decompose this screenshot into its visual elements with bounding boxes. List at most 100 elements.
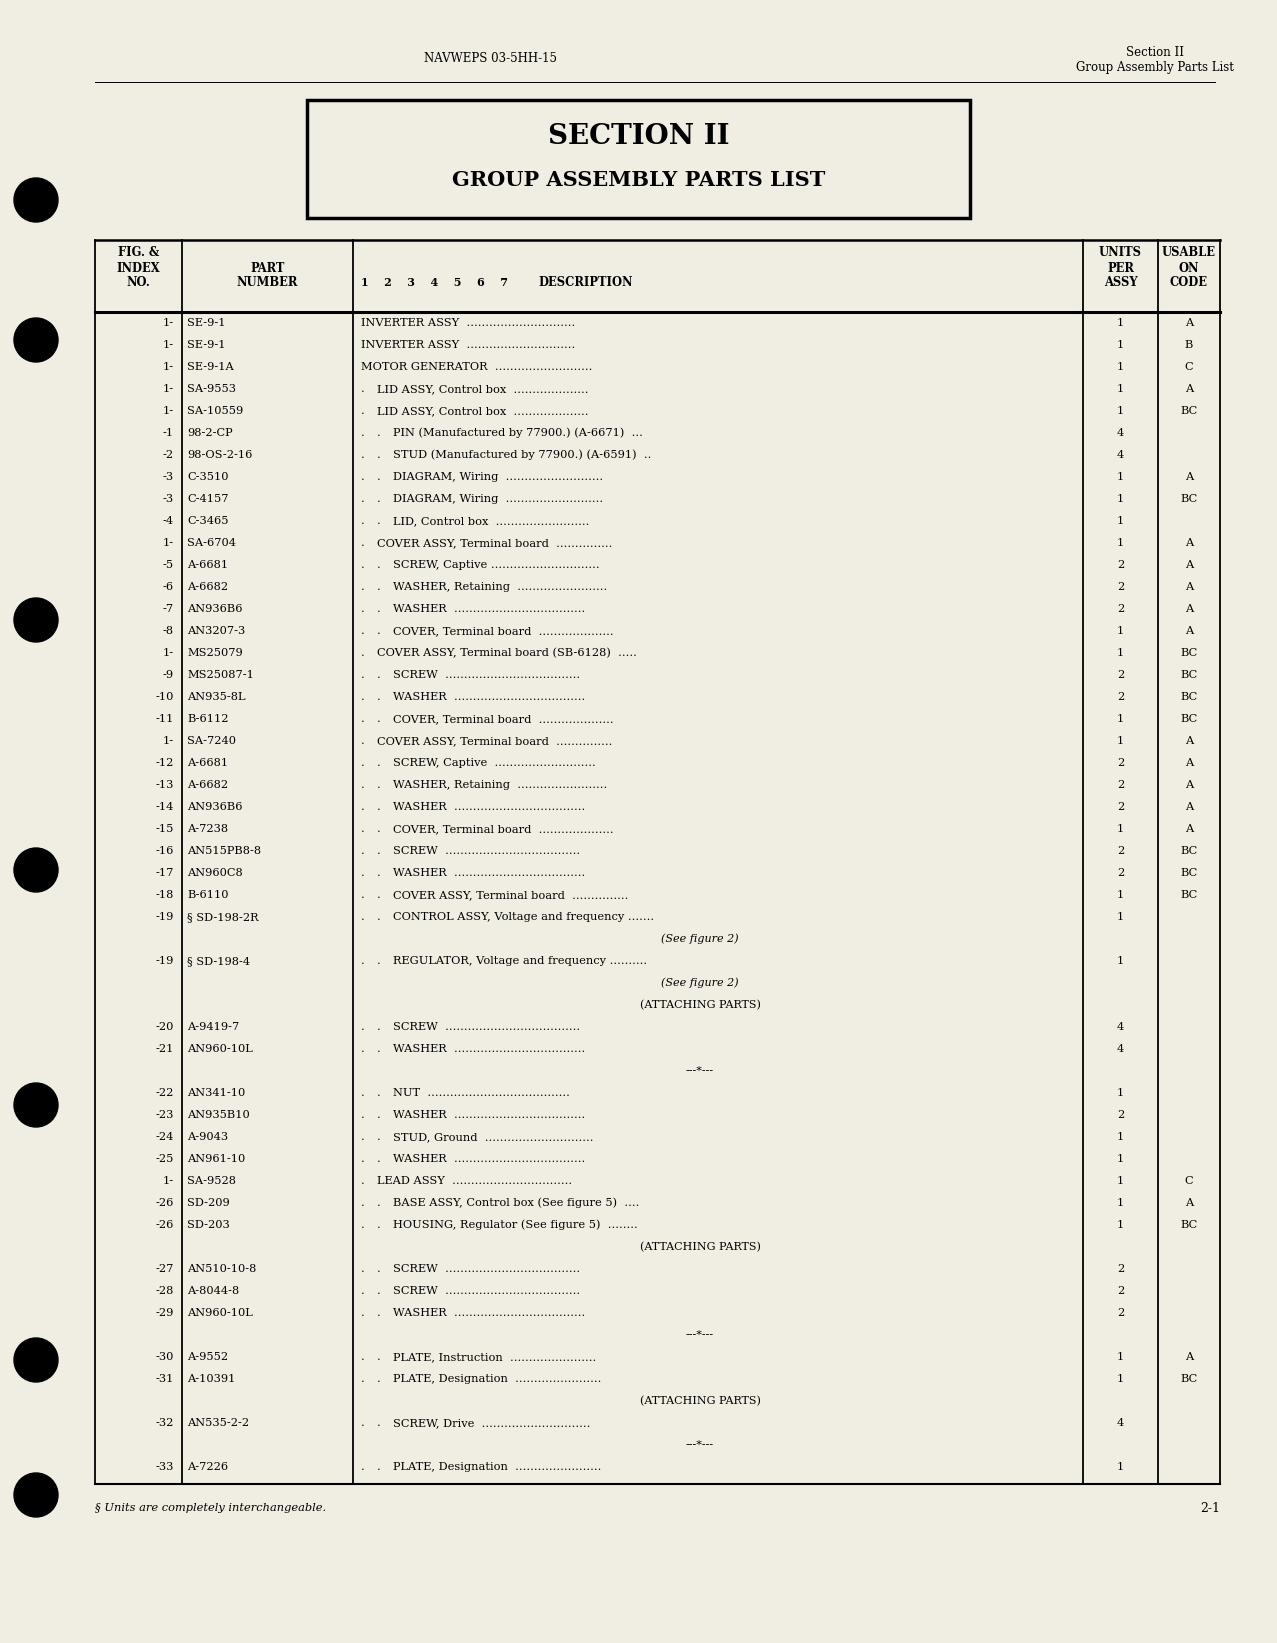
Text: -17: -17 [156,868,174,877]
Text: .: . [361,406,365,416]
Text: LID ASSY, Control box  ....................: LID ASSY, Control box ..................… [377,406,589,416]
Text: BC: BC [1180,692,1198,702]
Text: 1: 1 [1117,956,1124,966]
Text: 2: 2 [1117,757,1124,767]
Text: .: . [361,1308,365,1318]
Text: 1-: 1- [163,647,174,657]
Text: .: . [361,1286,365,1296]
Circle shape [14,177,57,222]
Text: -23: -23 [156,1111,174,1121]
Text: .: . [377,472,381,481]
Text: .: . [361,670,365,680]
Text: -9: -9 [163,670,174,680]
Text: .: . [377,605,381,614]
Text: COVER ASSY, Terminal board (SB-6128)  .....: COVER ASSY, Terminal board (SB-6128) ...… [377,647,637,659]
Text: -19: -19 [156,912,174,922]
Text: B-6110: B-6110 [186,891,229,900]
Text: 1: 1 [1117,1153,1124,1163]
Text: SCREW  ....................................: SCREW ..................................… [393,846,580,856]
Text: 1: 1 [1117,1198,1124,1208]
Text: 1-: 1- [163,319,174,329]
Text: AN3207-3: AN3207-3 [186,626,245,636]
Text: .: . [361,605,365,614]
Text: LID ASSY, Control box  ....................: LID ASSY, Control box ..................… [377,384,589,394]
Text: SA-10559: SA-10559 [186,406,243,416]
Text: 98-2-CP: 98-2-CP [186,427,232,439]
Text: WASHER  ...................................: WASHER .................................… [393,605,585,614]
Text: A: A [1185,560,1193,570]
Text: .: . [377,1418,381,1428]
Text: .: . [377,560,381,570]
Text: Group Assembly Parts List: Group Assembly Parts List [1077,61,1234,74]
Text: 2: 2 [1117,846,1124,856]
Text: 1: 1 [1117,361,1124,371]
Text: .: . [361,1352,365,1362]
Text: .: . [361,647,365,657]
Text: .: . [361,1111,365,1121]
Text: 1: 1 [1117,495,1124,504]
Text: .: . [361,956,365,966]
Text: NUT  ......................................: NUT ....................................… [393,1088,570,1098]
Text: A-9419-7: A-9419-7 [186,1022,239,1032]
Text: .: . [377,450,381,460]
Text: 1: 1 [1117,340,1124,350]
Text: SA-7240: SA-7240 [186,736,236,746]
Text: GROUP ASSEMBLY PARTS LIST: GROUP ASSEMBLY PARTS LIST [452,169,825,191]
Text: BC: BC [1180,647,1198,657]
Text: 4: 4 [1117,1418,1124,1428]
Text: (ATTACHING PARTS): (ATTACHING PARTS) [640,1242,760,1252]
Text: LEAD ASSY  ................................: LEAD ASSY ..............................… [377,1176,572,1186]
Text: (See figure 2): (See figure 2) [661,978,739,989]
Text: 1: 1 [1117,1221,1124,1231]
Text: .: . [377,912,381,922]
Text: .: . [361,912,365,922]
Text: AN936B6: AN936B6 [186,802,243,812]
Text: 2: 2 [1117,582,1124,591]
Text: .: . [361,582,365,591]
Text: .: . [361,560,365,570]
Text: .: . [377,495,381,504]
Text: -10: -10 [156,692,174,702]
Text: 1: 1 [1117,736,1124,746]
Text: USABLE: USABLE [1162,246,1216,260]
Text: BC: BC [1180,495,1198,504]
Text: WASHER, Retaining  ........................: WASHER, Retaining ......................… [393,582,608,591]
Circle shape [14,1474,57,1516]
Text: 1-: 1- [163,384,174,394]
Text: 4: 4 [1117,427,1124,439]
Text: SCREW  ....................................: SCREW ..................................… [393,1286,580,1296]
Text: 2: 2 [1117,670,1124,680]
Text: -20: -20 [156,1022,174,1032]
Text: .: . [377,1022,381,1032]
Text: COVER, Terminal board  ....................: COVER, Terminal board ..................… [393,715,614,725]
Text: AN961-10: AN961-10 [186,1153,245,1163]
Text: .: . [377,1263,381,1273]
Text: .: . [377,1286,381,1296]
Text: 2: 2 [1117,1111,1124,1121]
Text: .: . [361,1221,365,1231]
Text: .: . [361,450,365,460]
Text: .: . [361,1132,365,1142]
Text: A-6681: A-6681 [186,757,229,767]
Text: 1: 1 [1117,825,1124,835]
Text: AN936B6: AN936B6 [186,605,243,614]
Text: 1: 1 [1117,912,1124,922]
Text: MS25079: MS25079 [186,647,243,657]
Text: 1: 1 [1117,647,1124,657]
Text: -11: -11 [156,715,174,725]
Text: .: . [361,1043,365,1055]
Text: (ATTACHING PARTS): (ATTACHING PARTS) [640,1397,760,1406]
Text: BC: BC [1180,406,1198,416]
Text: A: A [1185,1198,1193,1208]
Text: -25: -25 [156,1153,174,1163]
Text: .: . [377,427,381,439]
Text: DIAGRAM, Wiring  ..........................: DIAGRAM, Wiring ........................… [393,472,603,481]
Text: WASHER  ...................................: WASHER .................................… [393,868,585,877]
Text: .: . [377,1462,381,1472]
Text: (ATTACHING PARTS): (ATTACHING PARTS) [640,1001,760,1010]
Text: AN515PB8-8: AN515PB8-8 [186,846,261,856]
Text: § SD-198-2R: § SD-198-2R [186,912,259,922]
Text: 2: 2 [1117,692,1124,702]
Text: A: A [1185,582,1193,591]
Text: DIAGRAM, Wiring  ..........................: DIAGRAM, Wiring ........................… [393,495,603,504]
